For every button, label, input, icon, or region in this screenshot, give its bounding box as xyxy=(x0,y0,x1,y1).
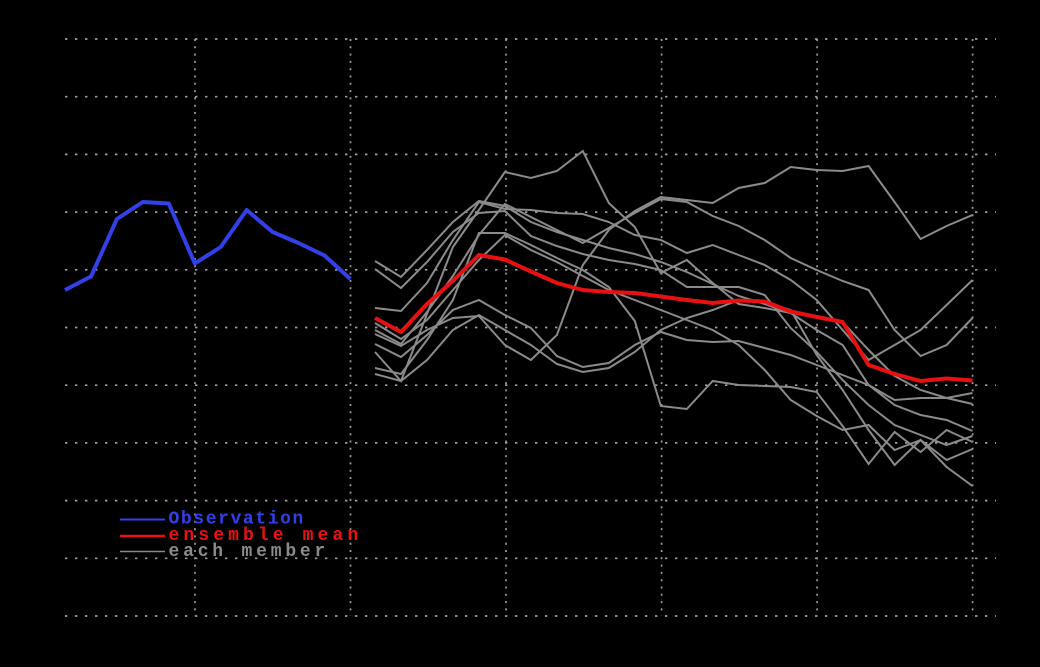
svg-text:ensemble mean: ensemble mean xyxy=(169,526,363,546)
svg-text:each member: each member xyxy=(169,542,330,562)
svg-text:Observation: Observation xyxy=(169,510,305,530)
